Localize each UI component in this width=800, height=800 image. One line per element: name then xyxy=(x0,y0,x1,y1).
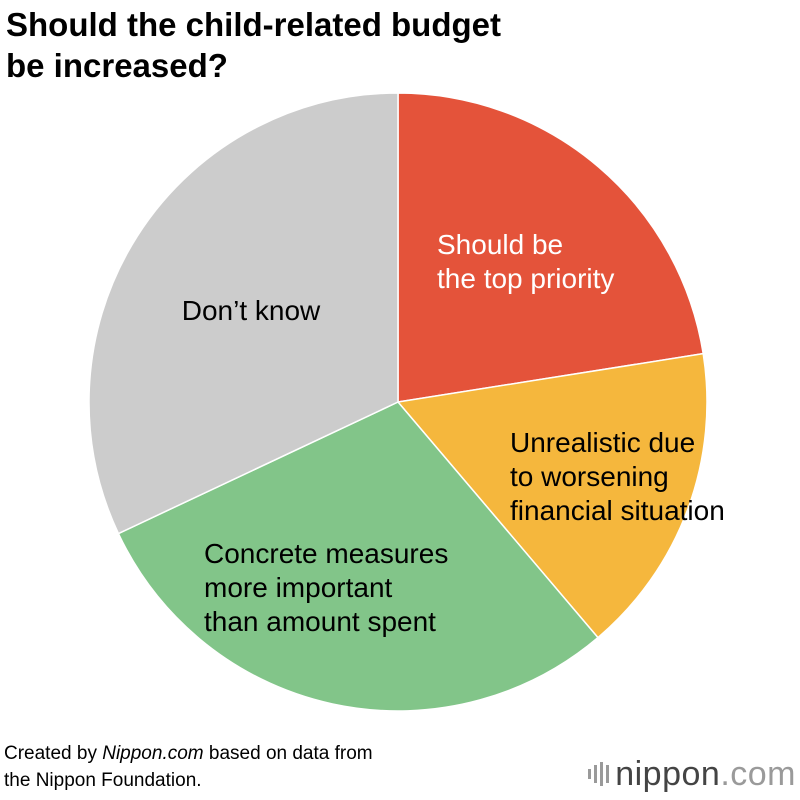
chart-title-line-1: Should the child-related budget xyxy=(6,6,501,43)
logo-tld: .com xyxy=(720,754,796,793)
pie-slice-2 xyxy=(396,352,708,639)
chart-title: Should the child-related budget be incre… xyxy=(6,4,786,86)
slice-label-2: Unrealistic due to worsening financial sit… xyxy=(510,427,725,526)
source-name: Nippon.com xyxy=(102,743,204,764)
nippon-logo: nippon.com xyxy=(588,755,796,794)
chart-title-line-2: be increased? xyxy=(6,47,228,84)
source-footnote: Created by Nippon.com based on data from… xyxy=(4,740,373,794)
slice-label-4: Don’t know xyxy=(182,295,321,326)
logo-text: nippon.com xyxy=(615,755,796,794)
pie-slice-1 xyxy=(397,92,705,403)
slice-label-3: Concrete measures more important than amou… xyxy=(204,538,448,637)
pie-slice-4 xyxy=(88,92,399,535)
slice-label-1: Should be the top priority xyxy=(437,229,614,294)
logo-bars-icon xyxy=(588,762,610,786)
logo-name: nippon xyxy=(615,754,721,793)
footnote-line-1: Created by Nippon.com based on data from xyxy=(4,743,373,764)
footnote-line-2: the Nippon Foundation. xyxy=(4,770,202,791)
pie-slice-3 xyxy=(117,401,599,712)
